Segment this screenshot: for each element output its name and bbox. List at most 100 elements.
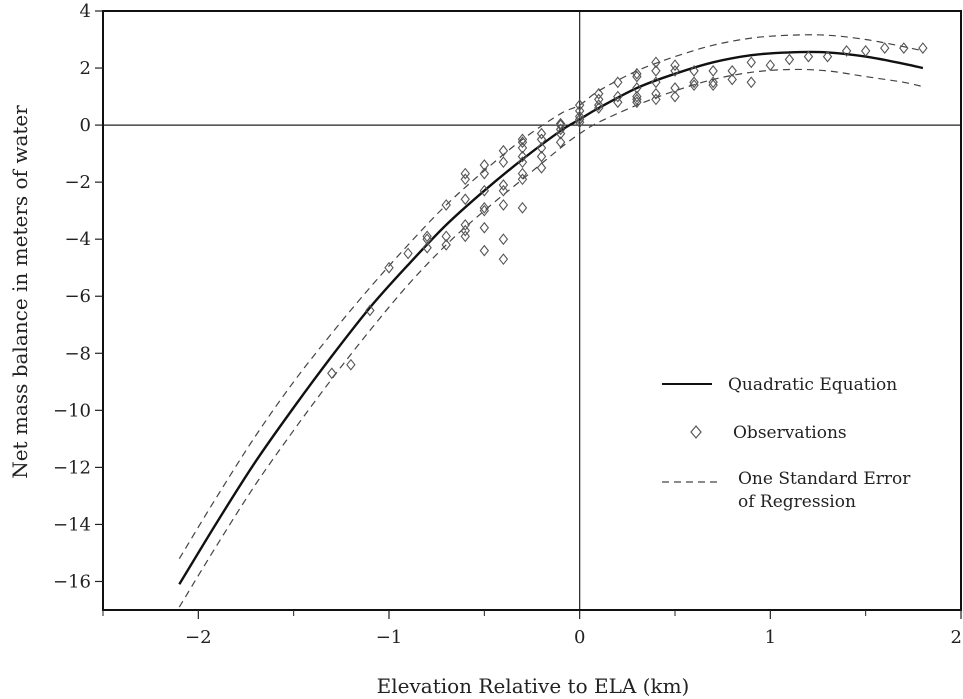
observation-point bbox=[670, 59, 680, 72]
observation-point bbox=[479, 221, 490, 234]
observation-point bbox=[613, 76, 623, 89]
x-axis-title: Elevation Relative to ELA (km) bbox=[377, 674, 690, 698]
regression-curves bbox=[178, 34, 924, 608]
standard-error-lower-line bbox=[178, 68, 924, 608]
observation-point bbox=[594, 93, 604, 106]
observation-point bbox=[327, 367, 337, 380]
observation-point bbox=[746, 76, 756, 89]
x-tick-label: −1 bbox=[376, 627, 403, 648]
quadratic-fit-line bbox=[178, 50, 924, 585]
observation-point bbox=[536, 127, 547, 140]
observation-point bbox=[479, 184, 490, 197]
observation-point bbox=[517, 167, 528, 180]
observation-point bbox=[727, 73, 737, 86]
observation-point bbox=[517, 201, 528, 214]
legend-label-observations: Observations bbox=[733, 423, 847, 443]
observation-point bbox=[670, 82, 680, 94]
observation-point bbox=[460, 167, 470, 180]
observation-point bbox=[479, 201, 490, 214]
x-tick-label: 0 bbox=[574, 627, 585, 648]
observation-point bbox=[460, 224, 470, 237]
observation-point bbox=[460, 219, 470, 231]
observation-point bbox=[441, 239, 451, 251]
observation-point bbox=[346, 358, 356, 371]
observation-point bbox=[594, 87, 604, 100]
observation-point bbox=[441, 199, 451, 211]
observation-point bbox=[708, 76, 718, 89]
observation-point bbox=[498, 233, 509, 246]
observation-point bbox=[841, 45, 852, 57]
observation-point bbox=[632, 90, 642, 103]
observation-point bbox=[536, 150, 547, 163]
y-tick-label: −2 bbox=[64, 172, 91, 193]
observation-point bbox=[441, 230, 451, 243]
observation-point bbox=[498, 179, 509, 191]
observation-point bbox=[689, 65, 699, 77]
observation-point bbox=[708, 65, 718, 77]
observation-point bbox=[555, 127, 566, 140]
observation-point bbox=[365, 304, 375, 317]
observation-point bbox=[632, 67, 642, 80]
observation-point bbox=[517, 173, 528, 186]
observation-point bbox=[498, 199, 509, 211]
observation-point bbox=[498, 253, 509, 266]
observation-point bbox=[460, 230, 470, 243]
y-tick-label: −14 bbox=[53, 514, 91, 535]
x-tick-label: 1 bbox=[765, 627, 776, 648]
observation-point bbox=[536, 133, 547, 146]
observation-point bbox=[479, 159, 490, 171]
observation-point bbox=[422, 230, 432, 243]
plot-frame bbox=[102, 10, 962, 611]
observation-point bbox=[498, 156, 509, 169]
observation-point bbox=[803, 50, 814, 63]
x-tick-label: 2 bbox=[951, 627, 962, 648]
observation-point bbox=[670, 90, 680, 103]
observation-point bbox=[670, 65, 680, 77]
y-tick-label: −16 bbox=[53, 571, 91, 592]
observation-point bbox=[574, 110, 585, 123]
observation-point bbox=[517, 142, 528, 154]
observation-point bbox=[403, 247, 413, 260]
y-tick-label: 4 bbox=[80, 1, 91, 22]
observation-point bbox=[536, 142, 547, 154]
y-axis-title: Net mass balance in meters of water bbox=[8, 105, 32, 479]
y-tick-label: 2 bbox=[80, 58, 91, 79]
observation-point bbox=[574, 104, 585, 117]
observation-point bbox=[460, 173, 470, 186]
observation-point bbox=[536, 162, 547, 174]
observation-point bbox=[784, 53, 795, 66]
observation-point bbox=[880, 42, 890, 54]
observation-point bbox=[460, 193, 470, 206]
y-tick-label: −6 bbox=[64, 286, 91, 307]
observation-point bbox=[517, 156, 528, 169]
legend-label-standard-error-line2: of Regression bbox=[738, 492, 856, 512]
observation-point bbox=[822, 50, 833, 63]
observation-markers bbox=[327, 42, 928, 380]
y-tick-label: 0 bbox=[80, 115, 91, 136]
observation-point bbox=[651, 87, 661, 100]
observation-point bbox=[555, 123, 566, 136]
observation-point bbox=[651, 65, 661, 77]
observation-point bbox=[727, 65, 737, 77]
observation-point bbox=[613, 96, 623, 109]
observation-point bbox=[765, 59, 776, 72]
observation-point bbox=[918, 42, 928, 54]
observation-point bbox=[498, 184, 509, 197]
observation-point bbox=[594, 99, 604, 112]
observation-point bbox=[860, 45, 871, 57]
observation-point bbox=[632, 82, 642, 94]
observation-point bbox=[479, 167, 490, 180]
y-tick-label: −4 bbox=[64, 229, 91, 250]
legend-diamond-swatch bbox=[690, 425, 702, 439]
observation-point bbox=[422, 241, 432, 254]
observation-point bbox=[746, 56, 756, 69]
observation-point bbox=[555, 136, 566, 149]
zero-reference-lines bbox=[103, 11, 961, 610]
y-axis: 4 2 0 −2 −4 −6 −8 −10 −12 −14 −16 bbox=[53, 1, 103, 592]
y-tick-label: −8 bbox=[64, 343, 91, 364]
legend-label-quadratic: Quadratic Equation bbox=[728, 375, 897, 395]
observation-point bbox=[689, 76, 699, 89]
legend-label-standard-error-line1: One Standard Error bbox=[738, 469, 911, 489]
legend: Quadratic Equation Observations One Stan… bbox=[662, 375, 911, 512]
observation-point bbox=[384, 261, 394, 274]
